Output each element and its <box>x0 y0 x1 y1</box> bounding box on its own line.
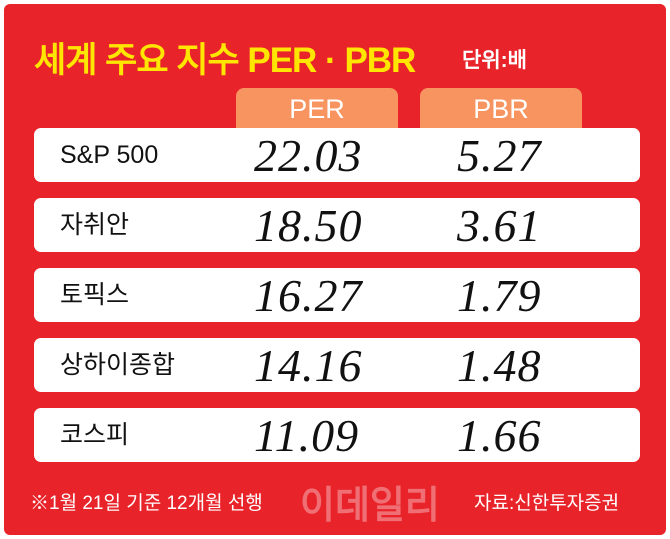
table-row: 자취안 18.50 3.61 <box>34 198 640 252</box>
index-name: 자취안 <box>60 211 130 239</box>
pbr-value: 5.27 <box>457 130 542 181</box>
page-title: 세계 주요 지수 PER · PBR <box>34 41 416 80</box>
unit-label: 단위:배 <box>462 49 527 72</box>
index-name: 상하이종합 <box>60 351 176 379</box>
per-value: 18.50 <box>254 200 363 251</box>
pbr-value: 1.48 <box>457 340 542 391</box>
table-row: S&P 500 22.03 5.27 <box>34 128 640 182</box>
watermark-logo: 이데일리 <box>300 485 440 527</box>
index-name: S&P 500 <box>60 141 159 169</box>
pbr-value: 1.66 <box>457 410 542 461</box>
pbr-value: 1.79 <box>457 270 542 321</box>
column-header-per: PER <box>236 88 398 131</box>
per-value: 11.09 <box>254 410 360 461</box>
index-name: 코스피 <box>60 421 130 449</box>
infographic-panel: 세계 주요 지수 PER · PBR 단위:배 PER PBR S&P 500 … <box>4 4 666 535</box>
per-value: 14.16 <box>254 340 363 391</box>
footnote: ※1월 21일 기준 12개월 선행 <box>30 493 263 514</box>
column-header-pbr: PBR <box>420 88 582 131</box>
pbr-value: 3.61 <box>457 200 542 251</box>
per-value: 22.03 <box>254 130 363 181</box>
source-label: 자료:신한투자증권 <box>474 493 620 514</box>
table-row: 코스피 11.09 1.66 <box>34 408 640 462</box>
per-value: 16.27 <box>254 270 363 321</box>
table-row: 토픽스 16.27 1.79 <box>34 268 640 322</box>
table-row: 상하이종합 14.16 1.48 <box>34 338 640 392</box>
index-name: 토픽스 <box>60 281 130 309</box>
